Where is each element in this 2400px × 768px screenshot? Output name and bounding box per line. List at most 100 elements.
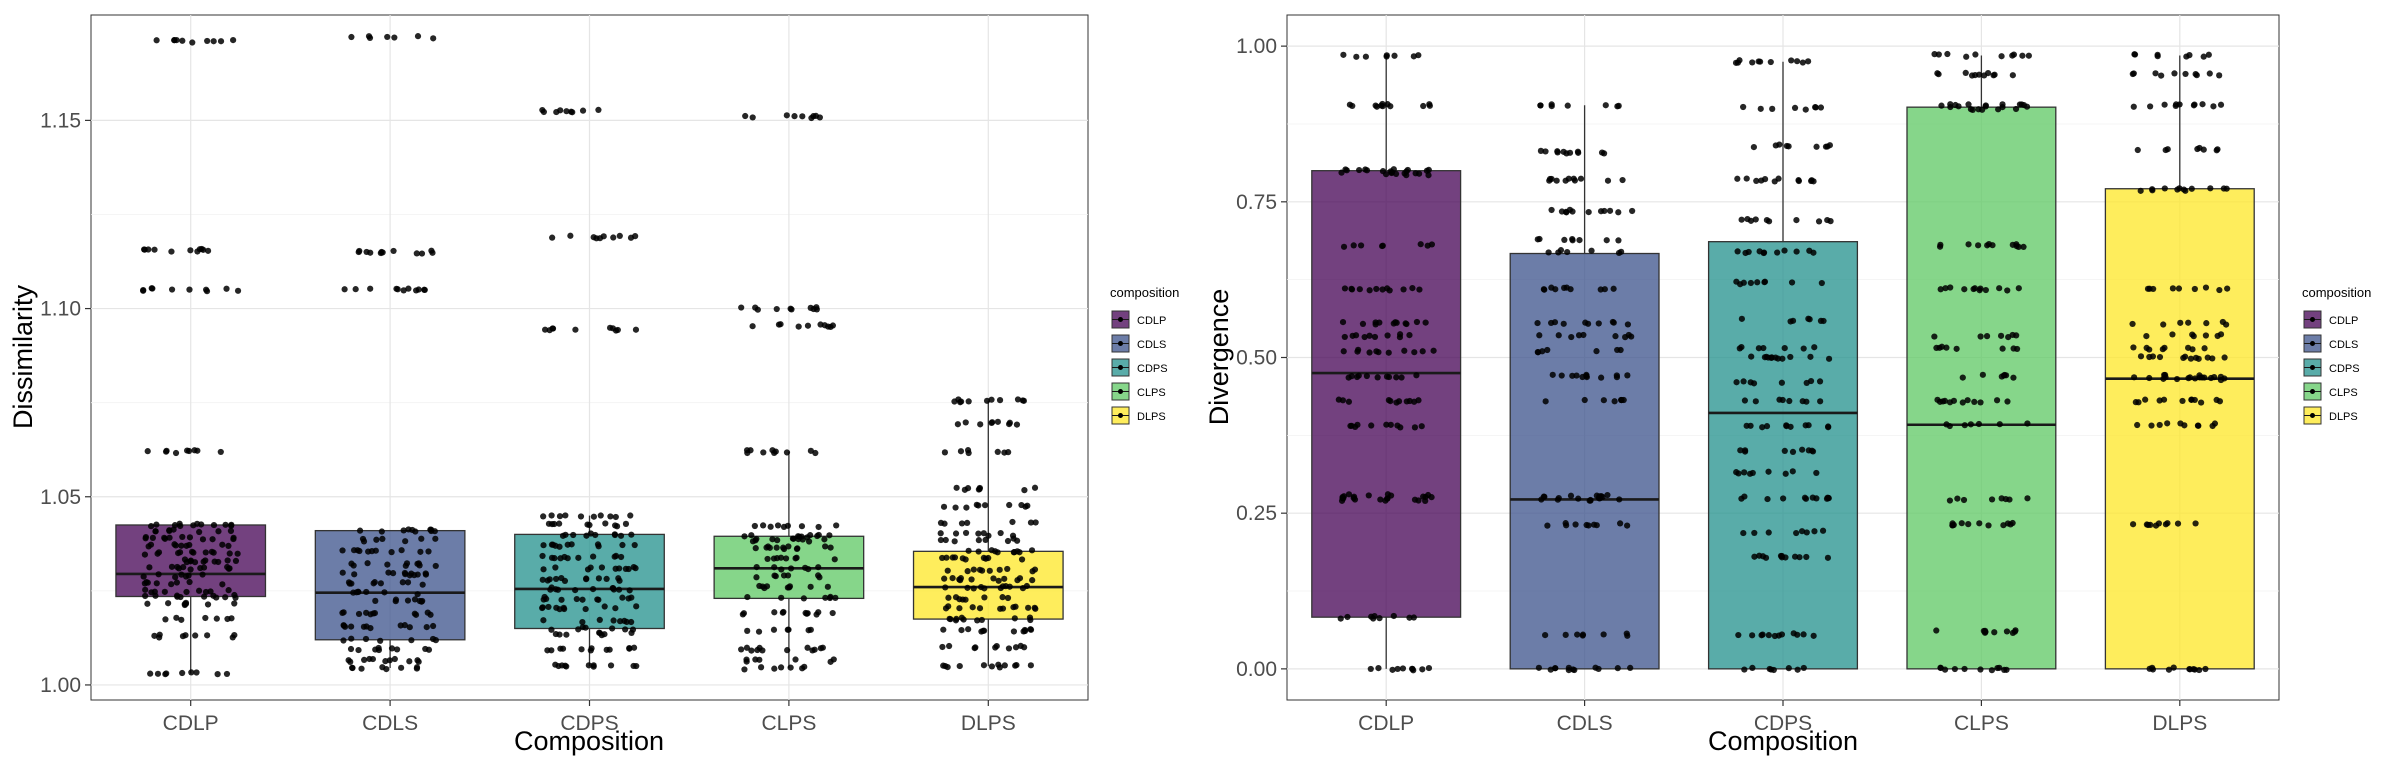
data-point bbox=[149, 285, 156, 292]
data-point bbox=[1016, 549, 1023, 556]
data-point bbox=[1965, 101, 1972, 108]
data-point bbox=[179, 533, 186, 541]
data-point bbox=[339, 609, 346, 616]
data-point bbox=[190, 522, 197, 529]
data-point bbox=[1979, 371, 1986, 378]
data-point bbox=[1751, 529, 1758, 537]
data-point bbox=[1393, 399, 1400, 406]
data-point bbox=[421, 286, 428, 293]
data-point bbox=[789, 535, 797, 542]
legend-swatch-point bbox=[2310, 413, 2315, 418]
data-point bbox=[1031, 484, 1039, 491]
data-point bbox=[583, 575, 590, 582]
data-point bbox=[771, 564, 778, 571]
data-point bbox=[630, 644, 638, 651]
data-point bbox=[1741, 447, 1749, 454]
data-point bbox=[1774, 249, 1781, 256]
data-point bbox=[1818, 279, 1825, 287]
data-point bbox=[1335, 396, 1342, 403]
data-point bbox=[1340, 348, 1347, 355]
data-point bbox=[1554, 149, 1561, 156]
data-point bbox=[610, 617, 617, 624]
box-plots bbox=[115, 400, 1064, 674]
data-point bbox=[199, 571, 206, 578]
data-point bbox=[386, 657, 393, 664]
data-point bbox=[363, 588, 370, 596]
data-point bbox=[2152, 70, 2159, 77]
data-point bbox=[957, 398, 965, 405]
data-point bbox=[558, 574, 565, 582]
data-point bbox=[1011, 615, 1018, 622]
data-point bbox=[411, 596, 419, 603]
data-point bbox=[1751, 553, 1758, 560]
data-point bbox=[2129, 521, 2137, 528]
data-point bbox=[774, 537, 781, 544]
data-point bbox=[432, 535, 439, 542]
data-point bbox=[1817, 104, 1825, 111]
data-point bbox=[153, 521, 160, 528]
data-point bbox=[414, 591, 421, 598]
data-point bbox=[1610, 285, 1617, 292]
data-point bbox=[1749, 59, 1756, 66]
data-point bbox=[2192, 354, 2200, 361]
data-point bbox=[1968, 72, 1976, 79]
box-dlps bbox=[2104, 188, 2255, 670]
data-point bbox=[1422, 493, 1429, 501]
data-point bbox=[947, 616, 954, 623]
data-point bbox=[202, 614, 209, 622]
data-point bbox=[772, 573, 779, 580]
legend-key: CLPS bbox=[2303, 382, 2358, 401]
data-point bbox=[187, 247, 194, 254]
data-point bbox=[1827, 218, 1834, 225]
data-point bbox=[978, 616, 985, 624]
data-point bbox=[162, 671, 169, 678]
data-point bbox=[782, 555, 790, 562]
data-point bbox=[813, 304, 820, 311]
data-point bbox=[388, 645, 396, 652]
data-point bbox=[347, 645, 355, 653]
data-point bbox=[185, 447, 193, 455]
data-point bbox=[799, 113, 806, 120]
data-point bbox=[2191, 375, 2199, 382]
legend-label: CDLP bbox=[2329, 315, 2358, 327]
data-point bbox=[1800, 664, 1807, 672]
data-point bbox=[418, 250, 426, 257]
data-point bbox=[1765, 632, 1772, 639]
data-point bbox=[1622, 334, 1629, 341]
data-point bbox=[1734, 248, 1741, 255]
data-point bbox=[1982, 286, 1989, 294]
data-point bbox=[1019, 397, 1026, 404]
data-point bbox=[419, 597, 426, 605]
data-point bbox=[222, 521, 229, 528]
data-point bbox=[2211, 374, 2218, 381]
data-point bbox=[833, 522, 840, 529]
data-point bbox=[1411, 424, 1419, 431]
x-axis-ticks: CDLP CDLS CDPS CLPS DLPS bbox=[163, 700, 1016, 735]
data-point bbox=[178, 542, 185, 549]
data-point bbox=[171, 522, 179, 529]
data-point bbox=[827, 544, 834, 551]
data-point bbox=[1615, 237, 1622, 244]
data-point bbox=[141, 551, 149, 558]
data-point bbox=[563, 108, 570, 115]
data-point bbox=[1977, 399, 1984, 406]
data-point bbox=[997, 605, 1004, 612]
data-point bbox=[594, 541, 602, 548]
data-point bbox=[617, 618, 624, 625]
data-point bbox=[568, 541, 575, 548]
data-point bbox=[1937, 286, 1944, 293]
data-point bbox=[2004, 398, 2011, 405]
data-point bbox=[422, 571, 430, 578]
data-point bbox=[606, 324, 614, 331]
data-point bbox=[161, 588, 168, 595]
data-point bbox=[980, 627, 988, 634]
data-point bbox=[211, 558, 218, 565]
data-point bbox=[147, 523, 155, 530]
data-point bbox=[1741, 493, 1748, 500]
data-point bbox=[182, 600, 190, 607]
data-point bbox=[348, 635, 355, 642]
data-point bbox=[759, 647, 766, 654]
data-point bbox=[1572, 521, 1579, 528]
data-point bbox=[341, 623, 349, 630]
data-point bbox=[1740, 279, 1747, 286]
